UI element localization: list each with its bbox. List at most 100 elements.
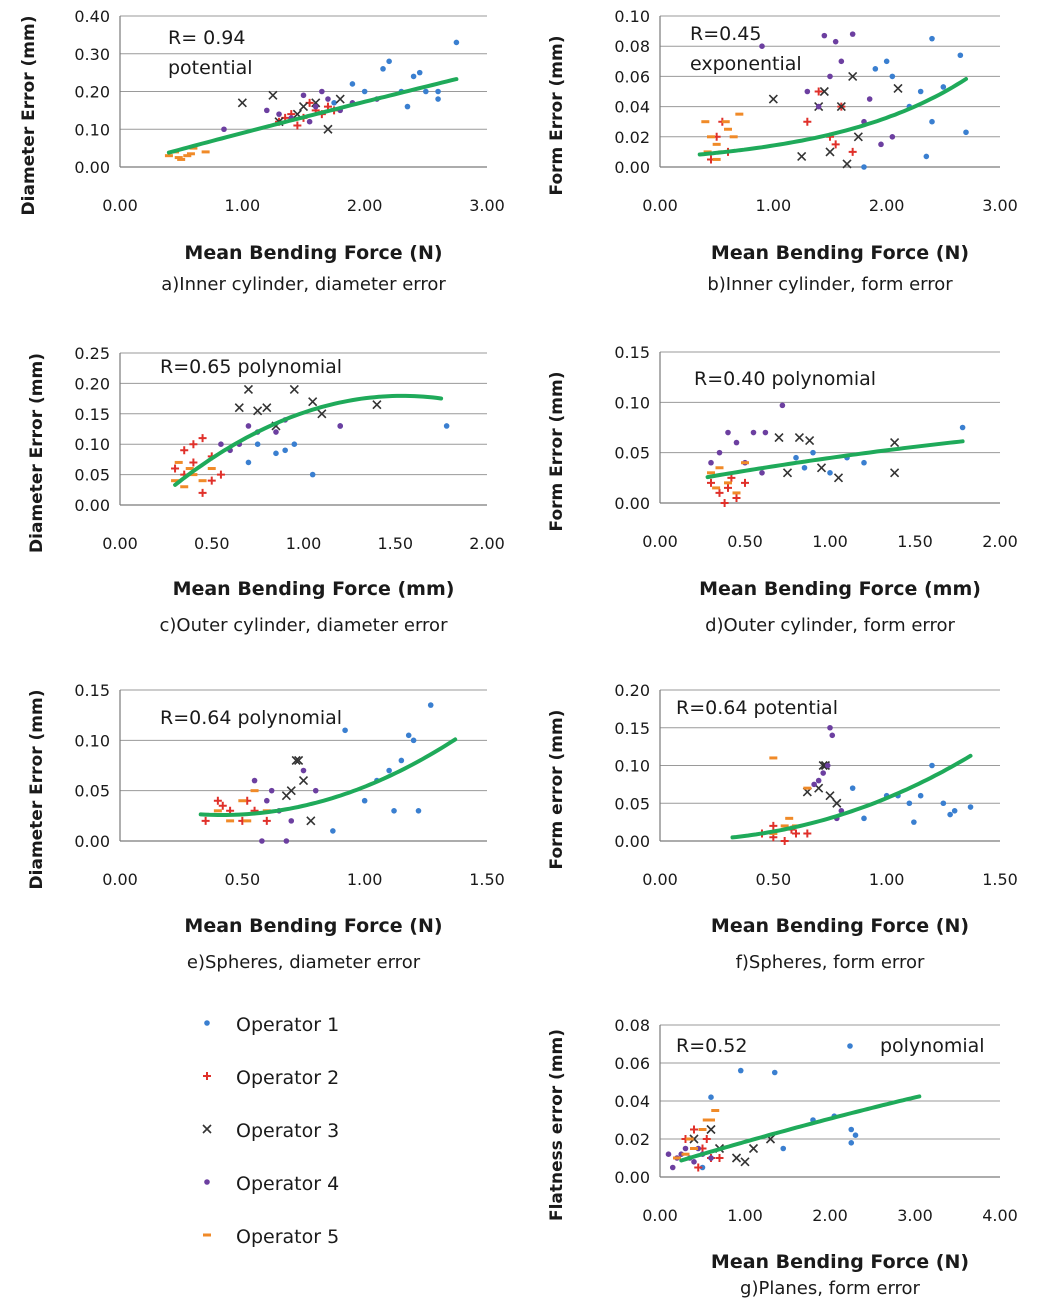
data-point xyxy=(317,409,327,419)
x-tick-label: 1.00 xyxy=(727,1206,763,1225)
data-point xyxy=(335,94,345,104)
legend-item: Operator 1 xyxy=(204,1014,339,1036)
data-point xyxy=(819,86,829,97)
chart-caption: f)Spheres, form error xyxy=(736,952,925,973)
data-point xyxy=(849,785,856,791)
x-tick-label: 0.50 xyxy=(756,870,792,889)
data-point xyxy=(940,84,947,90)
data-point xyxy=(435,88,441,95)
chart-caption: a)Inner cylinder, diameter error xyxy=(161,274,446,295)
x-tick-label: 0.50 xyxy=(194,534,230,553)
y-tick-label: 0.10 xyxy=(614,757,650,776)
data-point xyxy=(300,767,307,774)
x-axis-label: Mean Bending Force (N) xyxy=(184,242,442,264)
data-point xyxy=(737,1067,744,1074)
data-point xyxy=(207,476,216,485)
data-point xyxy=(803,829,812,838)
annotation-dot xyxy=(847,1043,853,1049)
y-axis-label: Form Error (mm) xyxy=(547,372,567,532)
data-point xyxy=(293,121,302,130)
series-operator-2 xyxy=(171,434,225,497)
legend-label: Operator 1 xyxy=(236,1014,339,1036)
data-point xyxy=(715,488,724,497)
data-point xyxy=(853,132,863,142)
chart-caption: b)Inner cylinder, form error xyxy=(707,274,953,295)
data-point xyxy=(386,767,392,774)
series-operator-3 xyxy=(234,384,382,431)
y-tick-label: 0.10 xyxy=(74,435,110,454)
data-point xyxy=(198,488,207,497)
data-point xyxy=(792,829,800,838)
data-point xyxy=(740,1157,750,1167)
data-point xyxy=(682,1145,689,1152)
data-point xyxy=(337,423,344,429)
x-tick-label: 1.00 xyxy=(347,870,383,889)
trend-line xyxy=(705,439,965,480)
legend-item: Operator 2 xyxy=(203,1067,339,1089)
data-point xyxy=(319,88,325,95)
y-tick-label: 0.05 xyxy=(614,444,650,463)
data-point xyxy=(245,459,252,466)
data-point xyxy=(832,798,842,808)
data-point xyxy=(415,808,422,814)
data-point xyxy=(774,433,784,443)
data-point xyxy=(872,66,879,72)
data-point xyxy=(262,403,272,413)
data-point xyxy=(883,58,890,65)
data-point xyxy=(311,98,321,108)
x-tick-label: 1.50 xyxy=(469,870,505,889)
data-point xyxy=(820,770,826,776)
y-tick-label: 0.15 xyxy=(614,719,650,738)
r-annotation: potential xyxy=(168,57,253,79)
data-point xyxy=(331,100,337,106)
chart-e: 0.00 0.05 0.10 0.15 0.00 0.50 1.00 1.50 R=0.64 p… xyxy=(27,681,505,973)
data-point xyxy=(405,732,412,739)
data-point xyxy=(435,96,441,102)
x-axis-label: Mean Bending Force (mm) xyxy=(699,578,981,600)
data-point xyxy=(759,43,765,49)
data-point xyxy=(929,35,935,42)
data-point xyxy=(171,464,180,473)
x-axis-label: Mean Bending Force (N) xyxy=(711,242,969,264)
data-point xyxy=(852,1132,859,1138)
y-tick-label: 0.00 xyxy=(614,832,650,851)
data-point xyxy=(917,88,924,95)
r-annotation: R=0.64 potential xyxy=(676,697,838,719)
x-tick-label: 3.00 xyxy=(897,1206,933,1225)
data-point xyxy=(330,828,336,834)
x-tick-label: 0.00 xyxy=(102,870,138,889)
y-tick-label: 0.02 xyxy=(614,1130,650,1149)
y-tick-label: 0.08 xyxy=(614,1016,650,1035)
x-tick-label: 4.00 xyxy=(982,1206,1018,1225)
trend-line xyxy=(166,77,459,155)
legend-label: Operator 3 xyxy=(236,1120,339,1142)
data-point xyxy=(815,777,822,784)
series-operator-2 xyxy=(707,473,749,507)
legend-item: Operator 4 xyxy=(204,1173,339,1195)
data-point xyxy=(398,757,405,764)
data-point xyxy=(259,838,265,844)
data-point xyxy=(762,429,769,436)
legend-label: Operator 4 xyxy=(236,1173,339,1195)
chart-g: 0.00 0.02 0.04 0.06 0.08 0.00 1.00 2.00 3.00 4.00… xyxy=(547,1016,1018,1299)
x-axis-label: Mean Bending Force (mm) xyxy=(173,578,455,600)
y-tick-label: 0.10 xyxy=(614,7,650,26)
data-point xyxy=(300,92,307,99)
data-point xyxy=(811,781,817,788)
data-point xyxy=(827,73,833,80)
data-point xyxy=(825,791,835,801)
series-operator-1 xyxy=(330,702,434,834)
y-tick-label: 0.05 xyxy=(614,794,650,813)
data-point xyxy=(273,429,279,435)
data-point xyxy=(824,762,831,769)
data-point xyxy=(732,493,741,502)
data-point xyxy=(298,102,309,112)
x-tick-label: 1.00 xyxy=(869,870,905,889)
data-point xyxy=(689,1134,699,1144)
data-point xyxy=(832,38,839,45)
data-point xyxy=(291,755,301,766)
data-point xyxy=(694,1163,703,1172)
data-point xyxy=(793,454,799,461)
trend-line xyxy=(697,77,968,157)
data-point xyxy=(848,71,858,81)
